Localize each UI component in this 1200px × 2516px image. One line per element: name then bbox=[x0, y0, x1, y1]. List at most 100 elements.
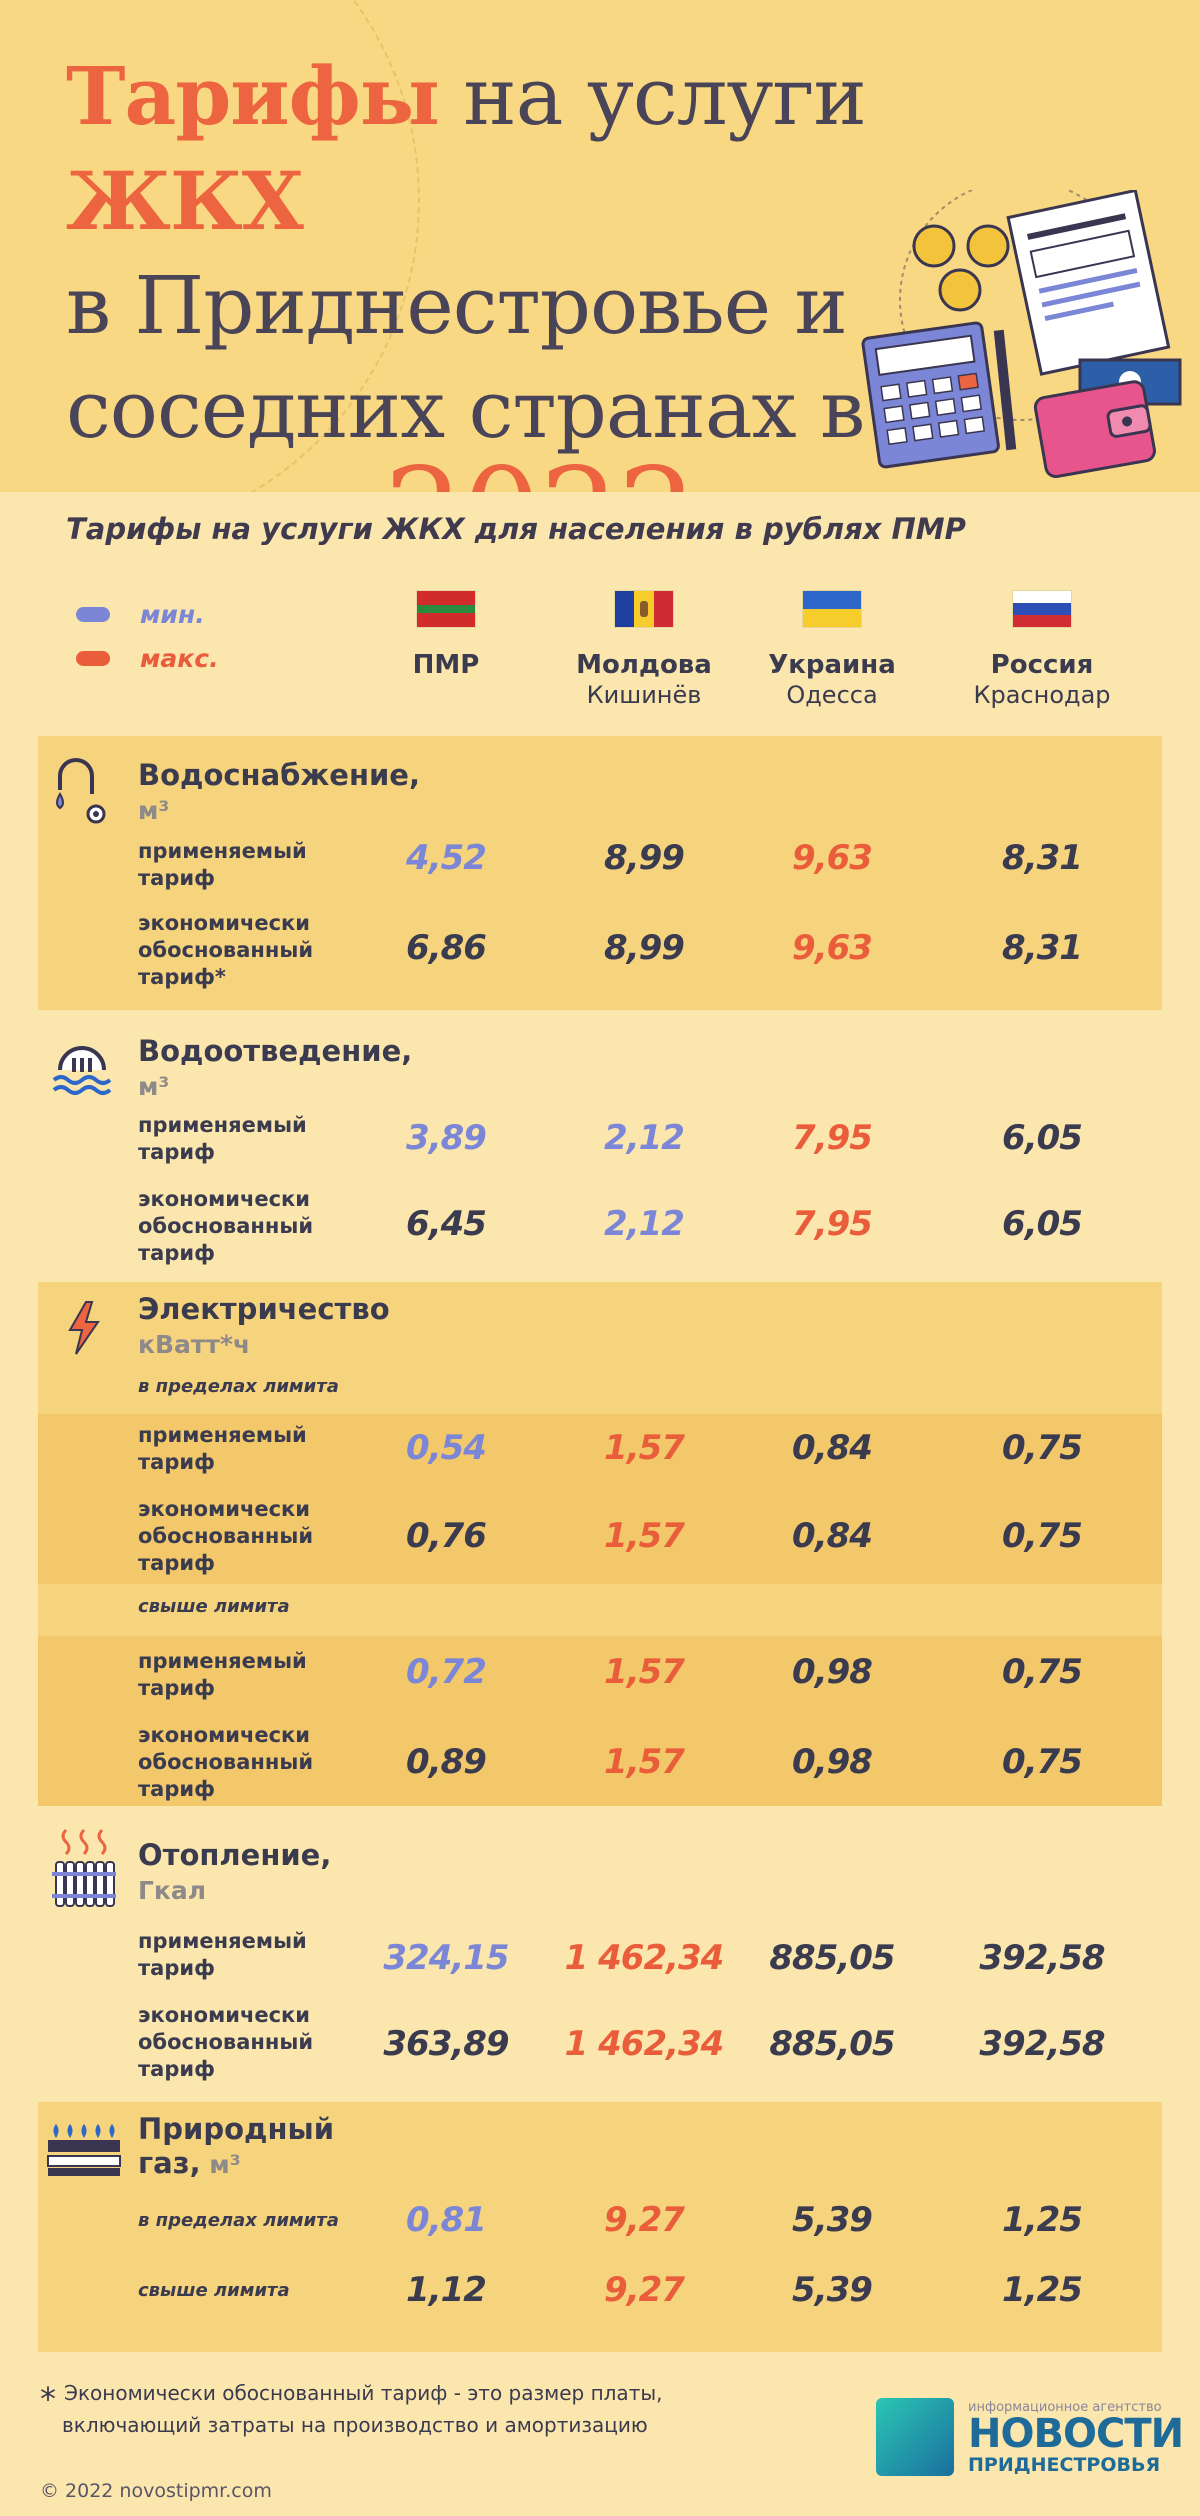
logo-mark-icon bbox=[876, 2398, 954, 2476]
value-cell: 2,12 bbox=[604, 1204, 685, 1244]
row-label-applied: применяемый тариф bbox=[138, 1423, 307, 1474]
legend-swatch-min bbox=[76, 606, 110, 622]
value-cell: 9,63 bbox=[792, 928, 873, 968]
page-title: Тарифы на услуги ЖКХ в Приднестровье и с… bbox=[66, 49, 904, 492]
electricity-above-limit-rows bbox=[38, 1636, 1162, 1806]
value-cell: 7,95 bbox=[792, 1204, 873, 1244]
sewerage-unit: м³ bbox=[138, 1072, 170, 1101]
water-supply-unit: м³ bbox=[138, 796, 170, 825]
legend-item-max: макс. bbox=[76, 636, 219, 680]
row-label-applied: применяемый тариф bbox=[138, 1929, 307, 1980]
value-cell: 5,39 bbox=[792, 2200, 873, 2240]
heating-unit: Гкал bbox=[138, 1876, 207, 1905]
value-cell: 9,27 bbox=[604, 2200, 685, 2240]
value-cell: 1,25 bbox=[1002, 2270, 1083, 2310]
footnote: * Экономически обоснованный тариф - это р… bbox=[40, 2380, 663, 2437]
value-cell: 6,05 bbox=[1002, 1204, 1083, 1244]
value-cell: 885,05 bbox=[769, 2024, 895, 2064]
legend-item-min: мин. bbox=[76, 592, 219, 636]
row-label-applied: применяемый тариф bbox=[138, 1649, 307, 1700]
row-label-applied: применяемый тариф bbox=[138, 1113, 307, 1164]
electricity-within-limit-rows bbox=[38, 1414, 1162, 1584]
flag-icon-russia bbox=[1012, 590, 1072, 628]
row-label-economic: экономически обоснованный тариф bbox=[138, 1497, 314, 1575]
gas-burner-icon bbox=[47, 2124, 121, 2176]
value-cell: 0,84 bbox=[792, 1516, 873, 1556]
legend-swatch-max bbox=[76, 650, 110, 666]
value-cell: 8,99 bbox=[604, 838, 685, 878]
value-cell: 0,75 bbox=[1002, 1652, 1083, 1692]
electricity-title: Электричество bbox=[138, 1292, 390, 1326]
column-header-moldova: Молдова Кишинёв bbox=[534, 590, 754, 710]
within-limit-label: в пределах лимита bbox=[138, 1376, 339, 1397]
value-cell: 392,58 bbox=[979, 1938, 1105, 1978]
column-header-ukraine: Украина Одесса bbox=[722, 590, 942, 710]
value-cell: 0,54 bbox=[406, 1428, 487, 1468]
copyright: © 2022 novostipmr.com bbox=[40, 2480, 272, 2502]
value-cell: 6,86 bbox=[406, 928, 487, 968]
value-cell: 4,52 bbox=[406, 838, 487, 878]
value-cell: 0,72 bbox=[406, 1652, 487, 1692]
value-cell: 1 462,34 bbox=[564, 2024, 725, 2064]
value-cell: 0,76 bbox=[406, 1516, 487, 1556]
value-cell: 324,15 bbox=[383, 1938, 509, 1978]
row-label-economic: экономически обоснованный тариф* bbox=[138, 911, 314, 989]
section-electricity-header bbox=[38, 1282, 1162, 1414]
value-cell: 3,89 bbox=[406, 1118, 487, 1158]
value-cell: 1,12 bbox=[406, 2270, 487, 2310]
value-cell: 6,45 bbox=[406, 1204, 487, 1244]
value-cell: 6,05 bbox=[1002, 1118, 1083, 1158]
lightning-icon bbox=[68, 1301, 100, 1355]
radiator-icon bbox=[52, 1828, 116, 1907]
value-cell: 1,57 bbox=[604, 1516, 685, 1556]
column-header-pmr: ПМР bbox=[336, 590, 556, 680]
heating-title: Отопление, bbox=[138, 1838, 332, 1872]
value-cell: 0,89 bbox=[406, 1742, 487, 1782]
flag-icon-pmr bbox=[416, 590, 476, 628]
value-cell: 8,31 bbox=[1002, 928, 1083, 968]
flag-icon-ukraine bbox=[802, 590, 862, 628]
value-cell: 885,05 bbox=[769, 1938, 895, 1978]
bills-calculator-illustration bbox=[861, 190, 1182, 478]
value-cell: 0,75 bbox=[1002, 1742, 1083, 1782]
value-cell: 0,75 bbox=[1002, 1428, 1083, 1468]
value-cell: 8,31 bbox=[1002, 838, 1083, 878]
natural-gas-title-2: газ, м³ bbox=[138, 2146, 241, 2180]
row-label-economic: экономически обоснованный тариф bbox=[138, 1187, 314, 1265]
value-cell: 9,27 bbox=[604, 2270, 685, 2310]
header: Тарифы на услуги ЖКХ в Приднестровье и с… bbox=[0, 0, 1200, 492]
value-cell: 2,12 bbox=[604, 1118, 685, 1158]
row-label-economic: экономически обоснованный тариф bbox=[138, 1723, 314, 1801]
above-limit-label: свыше лимита bbox=[138, 2280, 290, 2301]
value-cell: 0,81 bbox=[406, 2200, 487, 2240]
logo: информационное агентство НОВОСТИ ПРИДНЕС… bbox=[876, 2398, 1184, 2480]
above-limit-label: свыше лимита bbox=[138, 1596, 290, 1617]
section-water-supply bbox=[38, 736, 1162, 1010]
value-cell: 363,89 bbox=[383, 2024, 509, 2064]
sewerage-title: Водоотведение, bbox=[138, 1034, 413, 1068]
chart-subtitle: Тарифы на услуги ЖКХ для населения в руб… bbox=[66, 512, 966, 546]
row-label-economic: экономически обоснованный тариф bbox=[138, 2003, 314, 2081]
value-cell: 8,99 bbox=[604, 928, 685, 968]
value-cell: 392,58 bbox=[979, 2024, 1105, 2064]
column-header-russia: Россия Краснодар bbox=[932, 590, 1152, 710]
water-supply-title: Водоснабжение, bbox=[138, 758, 420, 792]
faucet-icon bbox=[56, 758, 106, 824]
value-cell: 1,25 bbox=[1002, 2200, 1083, 2240]
drain-icon bbox=[52, 1046, 112, 1095]
legend: мин. макс. bbox=[76, 592, 219, 680]
value-cell: 1,57 bbox=[604, 1652, 685, 1692]
value-cell: 0,84 bbox=[792, 1428, 873, 1468]
electricity-unit: кВатт*ч bbox=[138, 1330, 251, 1359]
natural-gas-title: Природный bbox=[138, 2112, 335, 2146]
value-cell: 0,98 bbox=[792, 1652, 873, 1692]
within-limit-label: в пределах лимита bbox=[138, 2210, 339, 2231]
flag-icon-moldova bbox=[614, 590, 674, 628]
electricity-above-limit-header bbox=[38, 1584, 1162, 1636]
value-cell: 1,57 bbox=[604, 1428, 685, 1468]
value-cell: 1 462,34 bbox=[564, 1938, 725, 1978]
value-cell: 1,57 bbox=[604, 1742, 685, 1782]
value-cell: 0,98 bbox=[792, 1742, 873, 1782]
value-cell: 9,63 bbox=[792, 838, 873, 878]
value-cell: 0,75 bbox=[1002, 1516, 1083, 1556]
